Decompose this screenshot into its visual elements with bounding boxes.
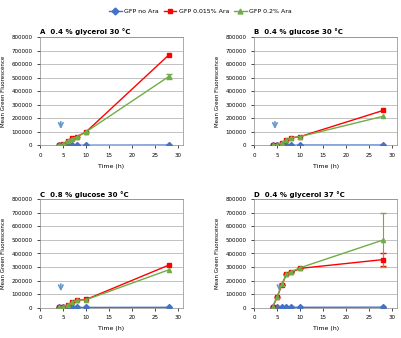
- Y-axis label: Mean Green Fluorescence: Mean Green Fluorescence: [1, 218, 6, 289]
- Text: D  0.4 % glycerol 37 °C: D 0.4 % glycerol 37 °C: [254, 191, 345, 198]
- Text: B  0.4 % glucose 30 °C: B 0.4 % glucose 30 °C: [254, 28, 343, 35]
- Legend: GFP no Ara, GFP 0.015% Ara, GFP 0.2% Ara: GFP no Ara, GFP 0.015% Ara, GFP 0.2% Ara: [107, 6, 294, 17]
- Y-axis label: Mean Green Fluorescence: Mean Green Fluorescence: [215, 56, 220, 127]
- Text: C  0.8 % glucose 30 °C: C 0.8 % glucose 30 °C: [40, 191, 129, 198]
- Y-axis label: Mean Green Fluorescence: Mean Green Fluorescence: [1, 56, 6, 127]
- X-axis label: Time (h): Time (h): [98, 326, 125, 331]
- Text: A  0.4 % glycerol 30 °C: A 0.4 % glycerol 30 °C: [40, 28, 130, 35]
- X-axis label: Time (h): Time (h): [312, 326, 339, 331]
- X-axis label: Time (h): Time (h): [98, 164, 125, 169]
- X-axis label: Time (h): Time (h): [312, 164, 339, 169]
- Y-axis label: Mean Green Fluorescence: Mean Green Fluorescence: [215, 218, 220, 289]
